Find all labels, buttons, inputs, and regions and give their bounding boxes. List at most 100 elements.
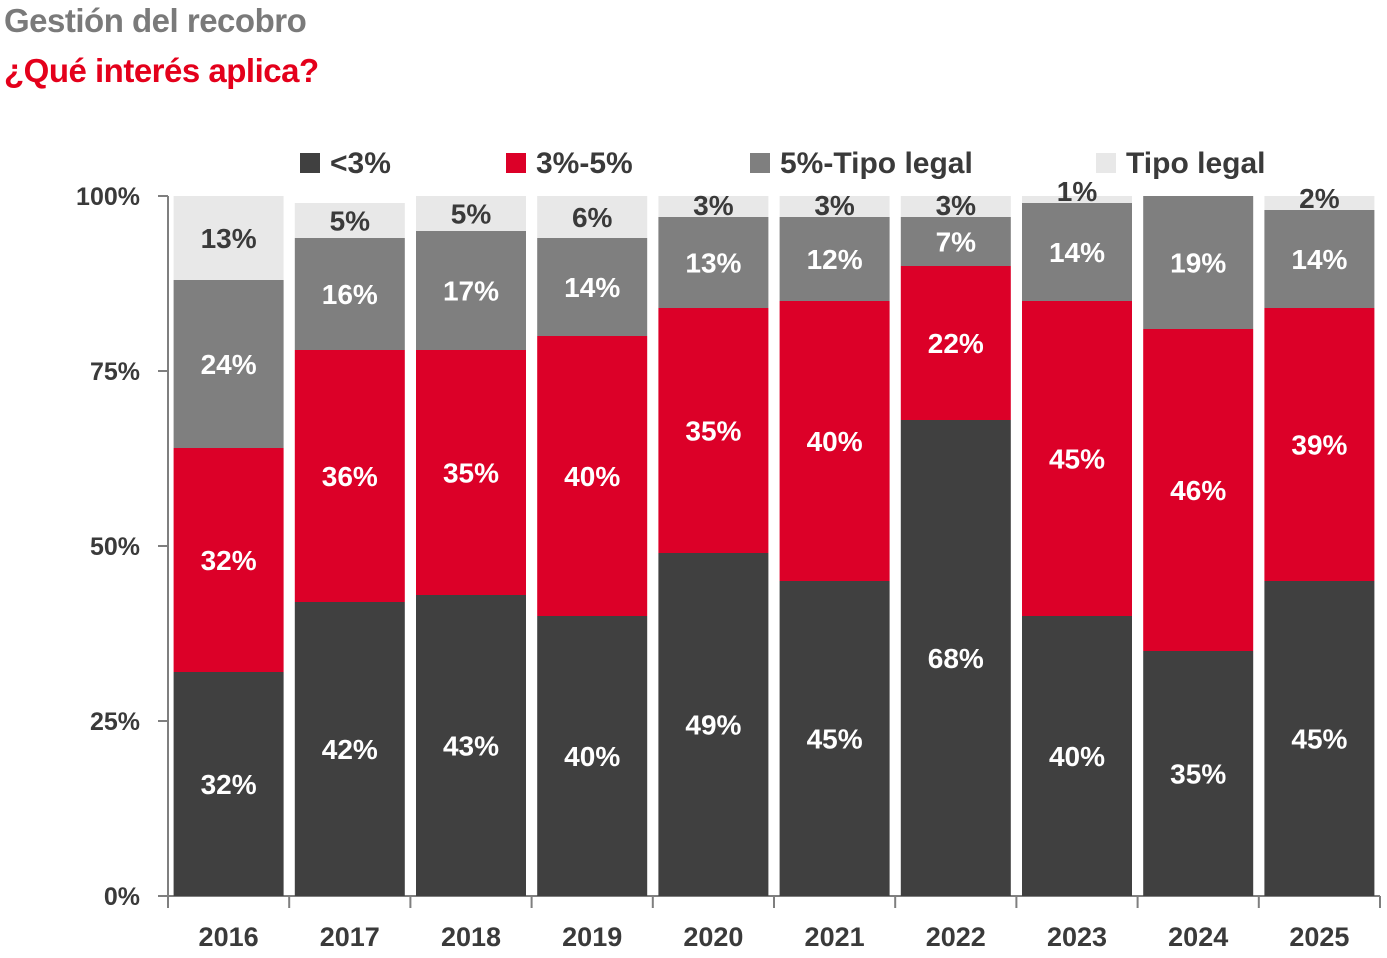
data-label: 14% — [1291, 244, 1347, 275]
bar-segment-2022-s1 — [900, 266, 1011, 420]
x-category-label: 2022 — [926, 922, 986, 952]
bar-segment-2018-s1 — [416, 350, 526, 595]
legend-item: Tipo legal — [1096, 147, 1265, 180]
data-label: 17% — [443, 276, 499, 307]
bar-segment-2024-s2 — [1143, 196, 1254, 329]
bar-group-2017: 42% 36% 16% 5% — [294, 203, 405, 896]
bar-segment-2017-s1 — [294, 350, 405, 602]
bar-segment-2024-s1 — [1143, 329, 1254, 651]
legend-label: Tipo legal — [1126, 147, 1265, 180]
legend-swatch — [750, 153, 770, 173]
bar-segment-2018-s2 — [416, 231, 526, 350]
data-label: 5% — [330, 206, 371, 237]
bar-segment-2024-s0 — [1143, 651, 1254, 896]
bar-segment-2020-s0 — [658, 553, 769, 896]
data-label: 1% — [1057, 176, 1098, 207]
legend-label: <3% — [330, 147, 391, 180]
data-label: 45% — [1291, 724, 1347, 755]
legend-item: 3%-5% — [506, 147, 633, 180]
bar-segment-2021-s3 — [779, 196, 890, 217]
bar-segment-2017-s2 — [294, 238, 405, 350]
data-label: 3% — [814, 190, 855, 221]
data-label: 68% — [928, 643, 984, 674]
bar-segment-2022-s3 — [900, 196, 1011, 217]
bar-segment-2020-s3 — [658, 196, 769, 217]
bar-group-2021: 45% 40% 12% 3% — [779, 190, 890, 896]
data-label: 13% — [685, 248, 741, 279]
bar-group-2020: 49% 35% 13% 3% — [658, 190, 769, 896]
legend-swatch — [1096, 153, 1116, 173]
data-label: 45% — [1049, 444, 1105, 475]
bars: 32%32%24%13%42%36%16%5%43%35%17%5%40%40%… — [173, 176, 1375, 896]
data-label: 49% — [685, 710, 741, 741]
legend-label: 3%-5% — [536, 147, 633, 180]
data-label: 45% — [807, 724, 863, 755]
data-label: 12% — [807, 244, 863, 275]
data-label: 16% — [322, 279, 378, 310]
data-label: 3% — [693, 190, 734, 221]
bar-segment-2023-s1 — [1022, 301, 1132, 616]
data-label: 32% — [201, 545, 257, 576]
data-label: 2% — [1299, 183, 1340, 214]
chart-title: Gestión del recobro — [4, 2, 307, 39]
data-label: 3% — [936, 190, 977, 221]
y-tick-label: 100% — [76, 183, 140, 211]
bar-segment-2017-s0 — [294, 602, 405, 896]
axes: 0% 25% 50% 75% 100% 2016 2017 2018 2019 2020 2021 2… — [76, 183, 1381, 952]
bar-group-2018: 43% 35% 17% 5% — [416, 196, 526, 896]
legend-swatch — [506, 153, 526, 173]
data-label: 35% — [1170, 759, 1226, 790]
legend: <3% 3%-5% 5%-Tipo legal Tipo legal — [300, 147, 1265, 180]
data-label: 19% — [1170, 248, 1226, 279]
bar-segment-2019-s3 — [537, 196, 648, 238]
x-category-label: 2016 — [199, 922, 259, 952]
bar-segment-2019-s0 — [537, 616, 648, 896]
data-label: 42% — [322, 734, 378, 765]
x-category-label: 2019 — [562, 922, 622, 952]
bar-group-2016: 32% 32% 24% 13% — [173, 196, 284, 896]
data-label: 46% — [1170, 475, 1226, 506]
x-category-label: 2025 — [1289, 922, 1349, 952]
data-label: 7% — [936, 227, 977, 258]
y-tick-label: 25% — [90, 708, 140, 736]
bar-segment-2025-s3 — [1264, 196, 1375, 210]
bar-segment-2023-s0 — [1022, 616, 1132, 896]
data-label: 40% — [564, 461, 620, 492]
bar-segment-2021-s1 — [779, 301, 890, 581]
legend-label: 5%-Tipo legal — [780, 147, 973, 180]
bar-segment-2023-s3 — [1022, 196, 1132, 203]
y-tick-label: 75% — [90, 358, 140, 386]
bar-segment-2022-s0 — [900, 420, 1011, 896]
bar-segment-2019-s2 — [537, 238, 648, 336]
bar-segment-2021-s0 — [779, 581, 890, 896]
x-category-label: 2017 — [320, 922, 380, 952]
bar-segment-2017-s3 — [294, 203, 405, 238]
bar-group-2019: 40% 40% 14% 6% — [537, 196, 648, 896]
data-label: 43% — [443, 731, 499, 762]
bar-segment-2019-s1 — [537, 336, 648, 616]
x-category-label: 2024 — [1168, 922, 1228, 952]
bar-segment-2020-s2 — [658, 217, 769, 308]
legend-item: <3% — [300, 147, 391, 180]
bar-segment-2018-s3 — [416, 196, 526, 231]
data-label: 14% — [1049, 237, 1105, 268]
data-label: 13% — [201, 223, 257, 254]
x-category-label: 2021 — [805, 922, 865, 952]
bar-segment-2016-s1 — [173, 448, 284, 672]
data-label: 24% — [201, 349, 257, 380]
x-category-label: 2023 — [1047, 922, 1107, 952]
bar-group-2022: 68% 22% 7% 3% — [900, 190, 1011, 896]
data-label: 39% — [1291, 430, 1347, 461]
bar-group-2023: 40% 45% 14% 1% — [1022, 176, 1132, 896]
bar-segment-2025-s0 — [1264, 581, 1375, 896]
data-label: 5% — [451, 199, 492, 230]
bar-group-2025: 45% 39% 14% 2% — [1264, 183, 1375, 896]
data-label: 35% — [685, 416, 741, 447]
bar-segment-2018-s0 — [416, 595, 526, 896]
bar-group-2024: 35% 46% 19% — [1143, 196, 1254, 896]
x-category-label: 2020 — [683, 922, 743, 952]
data-label: 40% — [564, 741, 620, 772]
bar-segment-2016-s2 — [173, 280, 284, 448]
data-label: 40% — [1049, 741, 1105, 772]
bar-segment-2023-s2 — [1022, 203, 1132, 301]
